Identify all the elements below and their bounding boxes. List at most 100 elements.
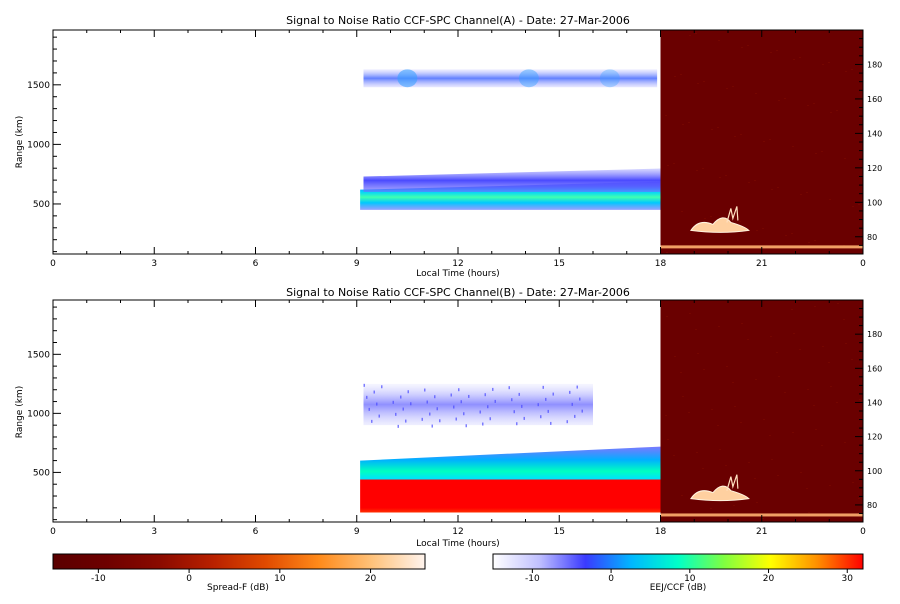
x-tick-label: 9 bbox=[354, 259, 360, 269]
echo-speck bbox=[463, 412, 465, 416]
x-tick-label: 15 bbox=[554, 259, 565, 269]
speckle bbox=[808, 512, 810, 513]
speckle bbox=[696, 170, 698, 171]
y-axis-label: Range (km) bbox=[15, 116, 25, 168]
speckle bbox=[666, 316, 668, 317]
speckle bbox=[732, 86, 734, 87]
speckle bbox=[682, 396, 684, 397]
y-tick-label: 1500 bbox=[27, 350, 50, 360]
echo-speck bbox=[550, 421, 552, 425]
eej-panel bbox=[660, 30, 863, 254]
speckle bbox=[695, 329, 697, 330]
echo-speck bbox=[376, 402, 378, 406]
speckle bbox=[859, 117, 861, 118]
speckle bbox=[851, 69, 853, 70]
y-tick-label: 1000 bbox=[27, 140, 50, 150]
speckle bbox=[681, 211, 683, 212]
speckle bbox=[748, 182, 750, 183]
speckle bbox=[829, 199, 831, 200]
colorbar-tick-label: -10 bbox=[525, 574, 540, 584]
speckle bbox=[791, 309, 793, 310]
echo-speck bbox=[576, 385, 578, 389]
eej-base-layer bbox=[660, 245, 863, 249]
speckle bbox=[747, 339, 749, 340]
echo-speck bbox=[545, 397, 547, 401]
echo-speck bbox=[458, 388, 460, 392]
speckle bbox=[711, 409, 713, 410]
echo-speck bbox=[482, 422, 484, 426]
echo-speck bbox=[460, 400, 462, 404]
colorbar-tick-label: 10 bbox=[274, 574, 286, 584]
echo-speck bbox=[494, 399, 496, 403]
colorbar-tick-label: 0 bbox=[608, 574, 614, 584]
speckle bbox=[681, 495, 683, 496]
echo-speck bbox=[521, 404, 523, 408]
colorbar-tick-label: 0 bbox=[186, 574, 192, 584]
speckle bbox=[830, 386, 832, 387]
speckle bbox=[858, 498, 860, 499]
speckle bbox=[718, 40, 720, 41]
echo-speck bbox=[402, 407, 404, 411]
speckle bbox=[770, 52, 772, 53]
echo-layer bbox=[363, 383, 593, 426]
speckle bbox=[844, 158, 846, 159]
speckle bbox=[769, 139, 771, 140]
panel-title: Signal to Noise Ratio CCF-SPC Channel(A)… bbox=[286, 14, 630, 27]
colorbar-tick-label: 20 bbox=[763, 574, 775, 584]
speckle bbox=[717, 127, 719, 128]
echo-speck bbox=[395, 412, 397, 416]
speckle bbox=[680, 74, 682, 75]
speckle bbox=[741, 323, 743, 324]
speckle bbox=[776, 50, 778, 51]
echo-speck bbox=[426, 400, 428, 404]
speckle bbox=[851, 359, 853, 360]
speckle bbox=[702, 168, 704, 169]
y-right-tick-label: 80 bbox=[867, 501, 877, 510]
speckle bbox=[806, 192, 808, 193]
echo-layer bbox=[363, 168, 661, 193]
x-tick-label: 0 bbox=[860, 527, 866, 537]
echo-speck bbox=[434, 395, 436, 399]
speckle bbox=[754, 478, 756, 479]
echo-speck bbox=[540, 415, 542, 419]
speckle bbox=[711, 129, 713, 130]
speckle bbox=[697, 83, 699, 84]
echo-speck bbox=[363, 383, 365, 387]
speckle bbox=[800, 194, 802, 195]
echo-speck bbox=[581, 409, 583, 413]
speckle bbox=[667, 165, 669, 166]
y-right-tick-label: 180 bbox=[867, 60, 882, 69]
echo-speck bbox=[431, 424, 433, 428]
colorbar-label: EEJ/CCF (dB) bbox=[650, 583, 707, 593]
x-tick-label: 21 bbox=[756, 259, 767, 269]
speckle bbox=[793, 59, 795, 60]
echo-speck bbox=[439, 419, 441, 423]
echo-speck bbox=[400, 395, 402, 399]
echo-speck bbox=[516, 422, 518, 426]
x-tick-label: 9 bbox=[354, 527, 360, 537]
speckle bbox=[762, 518, 764, 519]
speckle bbox=[688, 412, 690, 413]
speckle bbox=[852, 482, 854, 483]
speckle bbox=[756, 230, 758, 231]
speckle bbox=[747, 45, 749, 46]
echo-speck bbox=[436, 407, 438, 411]
speckle bbox=[828, 362, 830, 363]
speckle bbox=[793, 333, 795, 334]
speckle bbox=[763, 141, 765, 142]
echo-speck bbox=[566, 420, 568, 424]
colorbar-eej-ccf: EEJ/CCF (dB) -10 0 10 20 30 bbox=[492, 553, 864, 593]
eej-echo bbox=[690, 485, 750, 502]
echo-layer bbox=[363, 69, 658, 88]
colorbar-gradient bbox=[492, 553, 864, 570]
speckle bbox=[666, 252, 668, 253]
colorbar-tick-label: 30 bbox=[842, 574, 854, 584]
echo-speck bbox=[453, 405, 455, 409]
echo-speck bbox=[421, 417, 423, 421]
colorbar-tick-label: 10 bbox=[684, 574, 696, 584]
echo-speck bbox=[569, 390, 571, 394]
speckle bbox=[792, 146, 794, 147]
speckle bbox=[739, 221, 741, 222]
x-tick-label: 3 bbox=[151, 259, 157, 269]
